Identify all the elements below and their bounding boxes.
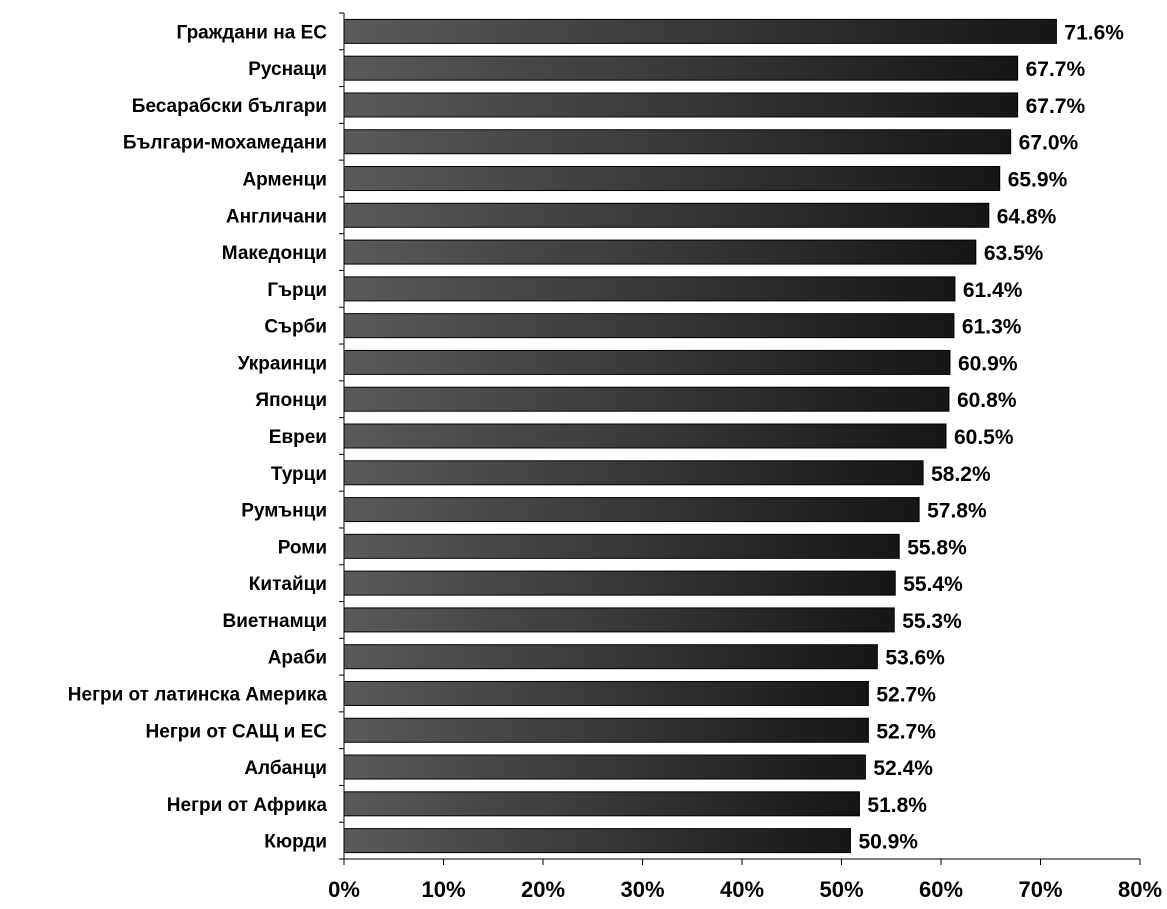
bar: [343, 680, 869, 706]
category-label: Албанци: [244, 758, 327, 779]
bar: [343, 18, 1057, 44]
bar: [343, 828, 851, 854]
category-label: Евреи: [269, 427, 327, 448]
data-label: 53.6%: [885, 647, 945, 670]
category-label: Англичани: [226, 206, 327, 227]
data-label: 55.3%: [902, 610, 962, 633]
data-label: 52.4%: [873, 757, 933, 780]
category-label: Руснаци: [248, 59, 327, 80]
bar: [343, 276, 956, 302]
category-label: Китайци: [249, 574, 327, 595]
data-label: 67.7%: [1026, 58, 1086, 81]
x-tick-label: 30%: [620, 877, 664, 902]
category-label: Виетнамци: [223, 611, 327, 632]
data-label: 52.7%: [876, 683, 936, 706]
category-label: Румънци: [241, 501, 327, 522]
bar: [343, 129, 1012, 155]
bar: [343, 55, 1019, 81]
x-tick-label: 10%: [421, 877, 465, 902]
category-label: Кюрди: [264, 832, 327, 853]
data-label: 60.5%: [954, 426, 1014, 449]
data-label: 55.4%: [903, 573, 963, 596]
data-label: 60.9%: [958, 352, 1018, 375]
bar: [343, 423, 947, 449]
x-tick-label: 60%: [919, 877, 963, 902]
category-label: Българи-мохамедани: [123, 133, 327, 154]
category-label: Арменци: [242, 170, 327, 191]
data-label: 61.4%: [963, 279, 1023, 302]
data-label: 51.8%: [867, 794, 927, 817]
bar: [343, 570, 896, 596]
data-label: 50.9%: [858, 831, 918, 854]
bar: [343, 92, 1019, 118]
category-label: Роми: [278, 537, 327, 558]
bar: [343, 386, 950, 412]
x-tick-label: 0%: [328, 877, 360, 902]
data-label: 63.5%: [984, 242, 1044, 265]
data-label: 71.6%: [1064, 21, 1124, 44]
category-label: Турци: [271, 464, 327, 485]
x-tick-label: 40%: [720, 877, 764, 902]
bar: [343, 717, 869, 743]
data-label: 61.3%: [962, 316, 1022, 339]
data-label: 52.7%: [876, 720, 936, 743]
bars-layer: [343, 18, 1057, 854]
data-label: 67.0%: [1019, 132, 1079, 155]
data-label: 57.8%: [927, 500, 987, 523]
category-label: Гърци: [267, 280, 327, 301]
bar: [343, 644, 878, 670]
bar: [343, 239, 977, 265]
x-tick-label: 50%: [819, 877, 863, 902]
bar: [343, 202, 990, 228]
bar: [343, 754, 866, 780]
category-label: Граждани на ЕС: [177, 22, 328, 43]
bar: [343, 497, 920, 523]
bar: [343, 791, 860, 817]
axis-layer: [339, 12, 1141, 865]
x-tick-label: 20%: [521, 877, 565, 902]
bar: [343, 166, 1001, 192]
category-label: Негри от латинска Америка: [68, 684, 328, 705]
category-label: Сърби: [264, 317, 327, 338]
x-tick-label: 80%: [1118, 877, 1162, 902]
x-tick-label: 70%: [1018, 877, 1062, 902]
data-label: 58.2%: [931, 463, 991, 486]
category-label: Араби: [268, 648, 327, 669]
bar: [343, 349, 951, 375]
category-label: Украинци: [238, 353, 327, 374]
bar: [343, 607, 895, 633]
data-label: 65.9%: [1008, 169, 1068, 192]
category-label: Македонци: [222, 243, 327, 264]
bar: [343, 533, 900, 559]
category-label: Японци: [255, 390, 327, 411]
labels-layer: Граждани на ЕС 71.6% Руснаци 67.7% Бесарабск…: [68, 21, 1162, 902]
category-label: Бесарабски българи: [132, 96, 327, 117]
bar: [343, 460, 924, 486]
data-label: 55.8%: [907, 536, 967, 559]
data-label: 67.7%: [1026, 95, 1086, 118]
data-label: 64.8%: [997, 205, 1057, 228]
category-label: Негри от САЩ и ЕС: [146, 721, 328, 742]
data-label: 60.8%: [957, 389, 1017, 412]
category-label: Негри от Африка: [167, 795, 328, 816]
bar: [343, 313, 955, 339]
